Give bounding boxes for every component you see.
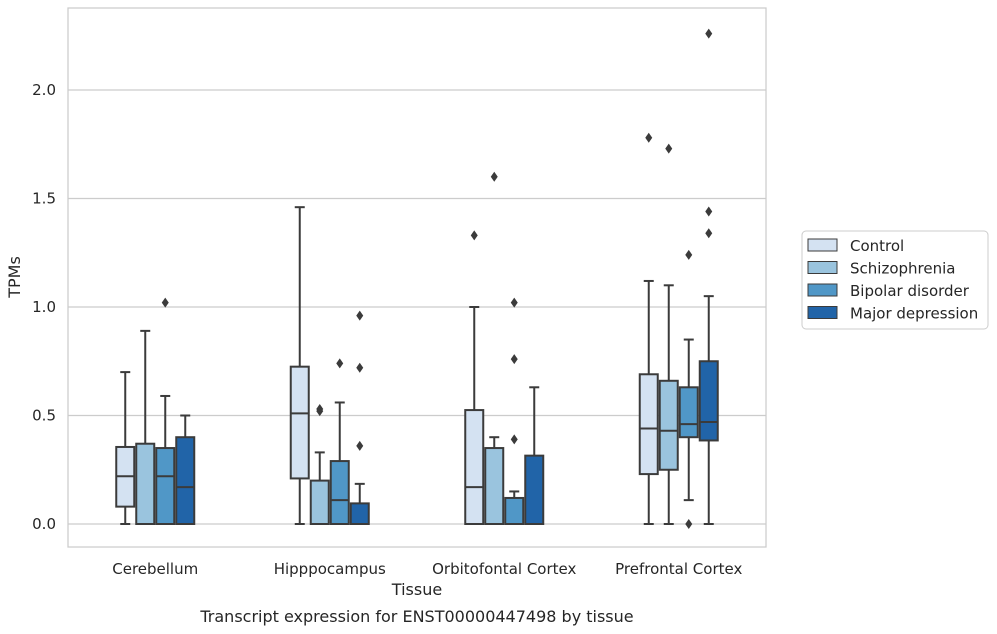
box <box>289 365 310 480</box>
y-axis-label: TPMs <box>5 256 24 299</box>
chart-caption: Transcript expression for ENST0000044749… <box>199 607 633 626</box>
box <box>678 386 699 439</box>
x-tick-labels: Cerebellum Hipppocampus Orbitofontal Corte… <box>112 560 742 578</box>
y-tick-label: 0.5 <box>32 407 56 425</box>
box-plot <box>135 329 156 525</box>
legend-label: Schizophrenia <box>850 260 955 278</box>
y-tick-labels: 0.0 0.5 1.0 1.5 2.0 <box>32 81 56 533</box>
box <box>464 409 485 526</box>
legend-swatch <box>807 261 838 274</box>
box-plot <box>658 143 679 525</box>
box <box>135 442 156 525</box>
outlier-point <box>336 358 344 369</box>
box <box>504 496 525 525</box>
outlier-point <box>490 171 498 182</box>
x-tick-label: Cerebellum <box>112 560 198 578</box>
box <box>698 360 719 442</box>
y-tick-label: 1.0 <box>32 298 56 316</box>
legend-frame <box>801 230 989 330</box>
box-plot <box>329 358 350 526</box>
box <box>484 447 505 525</box>
box-plot <box>309 403 330 526</box>
x-tick-label: Orbitofontal Cortex <box>432 560 576 578</box>
box-plot <box>349 310 370 526</box>
box <box>309 479 330 526</box>
box <box>658 379 679 471</box>
outlier-point <box>705 28 713 39</box>
box-plot-series <box>115 28 719 529</box>
outlier-point <box>685 249 693 260</box>
x-axis-label: Tissue <box>391 580 442 599</box>
box-plot <box>484 171 505 525</box>
outlier-point <box>356 362 364 373</box>
box-plot <box>115 371 136 525</box>
outlier-point <box>645 132 653 143</box>
box-plot <box>638 132 659 525</box>
box-plot <box>504 297 525 525</box>
legend-label: Control <box>850 237 904 255</box>
outlier-point <box>510 354 518 365</box>
legend-label: Major depression <box>850 305 978 323</box>
x-tick-label: Hipppocampus <box>274 560 386 578</box>
legend-swatch <box>807 306 838 319</box>
box <box>638 373 659 476</box>
box <box>155 447 176 525</box>
box <box>524 454 545 525</box>
legend-swatch <box>807 238 838 252</box>
box-plot <box>464 230 485 526</box>
outlier-point <box>356 440 364 451</box>
y-tick-label: 2.0 <box>32 81 56 99</box>
outlier-point <box>510 297 518 308</box>
legend-swatch <box>807 283 838 297</box>
box <box>349 502 370 526</box>
outlier-point <box>316 403 324 414</box>
plot-frame <box>67 7 767 548</box>
outlier-point <box>470 230 478 241</box>
outlier-point <box>356 310 364 321</box>
x-tick-label: Prefrontal Cortex <box>615 560 742 578</box>
box-plot <box>289 206 310 525</box>
legend-label: Bipolar disorder <box>850 282 970 300</box>
outlier-point <box>685 519 693 529</box>
box-plot <box>524 386 545 525</box>
outlier-point <box>665 143 673 154</box>
outlier-point <box>705 206 713 217</box>
box <box>329 460 350 526</box>
box-plot <box>678 249 699 529</box>
box-plot <box>698 28 719 525</box>
outlier-point <box>705 228 713 239</box>
box-plot <box>155 297 176 525</box>
box-plot <box>175 414 196 526</box>
outlier-point <box>161 297 169 308</box>
box <box>175 436 196 526</box>
y-tick-label: 0.0 <box>32 515 56 533</box>
legend: Control Schizophrenia Bipolar disorder Majo… <box>801 230 989 330</box>
outlier-point <box>510 434 518 445</box>
y-tick-label: 1.5 <box>32 190 56 208</box>
